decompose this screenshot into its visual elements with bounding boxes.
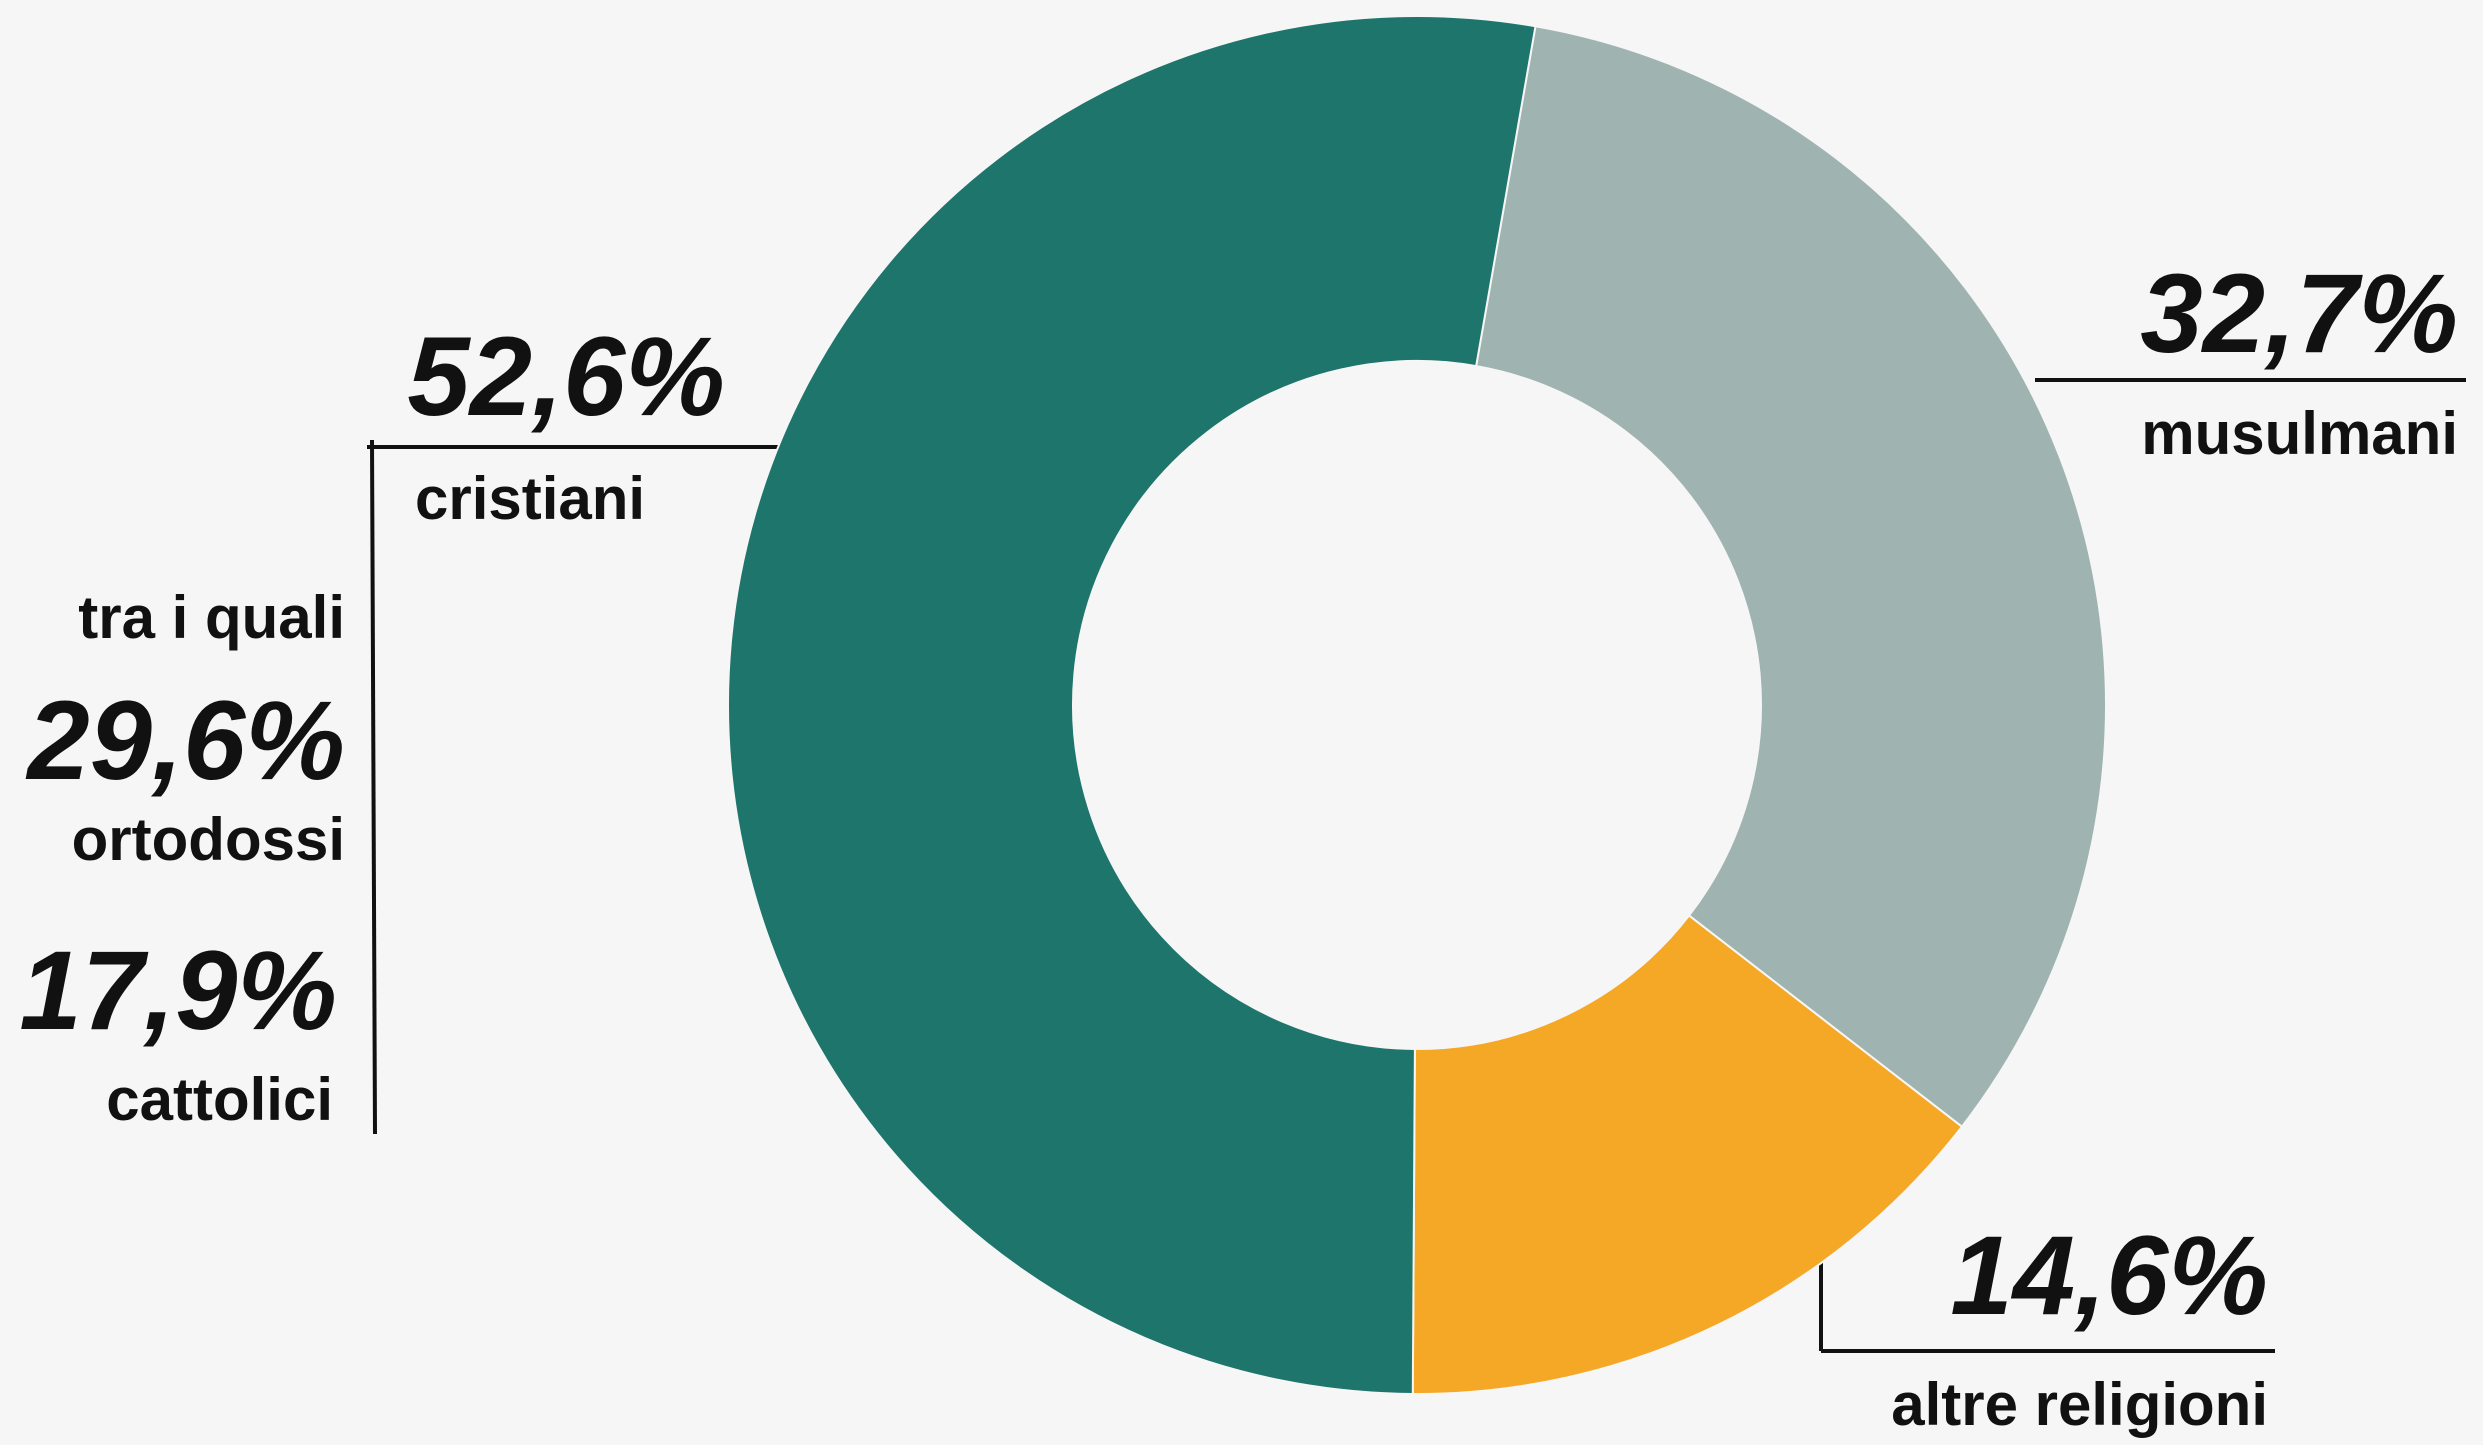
donut-segment bbox=[1411, 914, 1964, 1395]
category-label: musulmani bbox=[2141, 400, 2458, 467]
breakdown-value-label: 29,6% bbox=[25, 678, 345, 803]
value-label: 52,6% bbox=[407, 314, 725, 439]
category-label: altre religioni bbox=[1891, 1371, 2268, 1438]
breakdown-category: cattolici bbox=[106, 1066, 333, 1133]
bracket-line bbox=[370, 439, 377, 1135]
value-label: 32,7% bbox=[2140, 251, 2458, 376]
donut-segment bbox=[1474, 25, 2107, 1129]
breakdown-title: tra i quali bbox=[78, 584, 345, 651]
category-label: cristiani bbox=[415, 465, 645, 532]
breakdown-value-label: 17,9% bbox=[19, 928, 337, 1053]
value-label: 14,6% bbox=[1950, 1213, 2268, 1338]
breakdown-category: ortodossi bbox=[72, 806, 345, 873]
donut-segment bbox=[727, 15, 1537, 1395]
